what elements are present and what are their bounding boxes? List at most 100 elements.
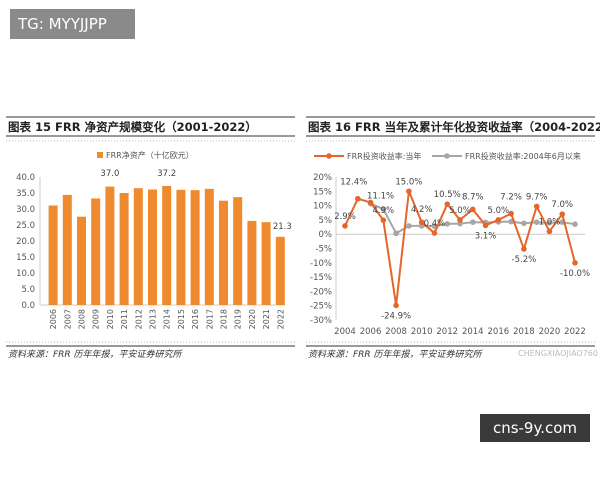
series-0-point-2005 — [354, 195, 361, 202]
bar-2018 — [219, 200, 228, 305]
series-0-point-2013 — [457, 217, 463, 223]
bar-2021 — [261, 222, 271, 305]
data-label: 5.0% — [488, 206, 510, 216]
y-tick-label: 0.0 — [21, 301, 35, 311]
bar-2013 — [148, 189, 157, 305]
bar-2019 — [233, 197, 243, 305]
y-tick-label: 35.0 — [16, 189, 35, 199]
y-tick-label: 10.0 — [16, 269, 35, 279]
y-tick-label: -30% — [310, 316, 332, 326]
x-tick-label: 2012 — [436, 327, 458, 337]
data-label: -24.9% — [381, 311, 411, 321]
legend-swatch — [97, 152, 103, 158]
y-tick-label: 5% — [319, 216, 333, 226]
y-tick-label: -5% — [315, 245, 332, 255]
bar-2012 — [133, 188, 143, 305]
bar-2007 — [62, 194, 72, 305]
y-tick-label: 25.0 — [16, 221, 35, 231]
y-tick-label: 15.0 — [16, 253, 35, 263]
x-tick-label: 2012 — [134, 309, 143, 329]
series-1-point-2008 — [393, 230, 399, 237]
series-0-point-2012 — [444, 201, 451, 207]
site-watermark: cns-9y.com — [480, 414, 590, 442]
data-label: 5.0% — [449, 206, 471, 216]
data-label: 9.7% — [526, 192, 548, 202]
data-label: 12.4% — [340, 178, 367, 188]
data-label: 7.2% — [500, 193, 522, 203]
series-1-point-2019 — [533, 219, 540, 225]
x-tick-label: 2022 — [564, 327, 586, 337]
x-tick-label: 2017 — [205, 309, 214, 329]
line-chart-returns: 图表 16 FRR 当年及累计年化投资收益率（2004-2022） 资料来源：FR… — [306, 116, 600, 360]
x-tick-label: 2014 — [163, 309, 172, 329]
x-tick-label: 2008 — [78, 309, 87, 329]
x-tick-label: 2022 — [276, 309, 285, 329]
series-0-point-2007 — [380, 217, 387, 223]
x-tick-label: 2004 — [334, 327, 356, 337]
bar-2014 — [162, 185, 172, 305]
x-tick-label: 2016 — [191, 309, 200, 329]
data-label: 8.7% — [462, 192, 484, 202]
series-0-point-2020 — [546, 228, 553, 235]
chart-title: 图表 16 FRR 当年及累计年化投资收益率（2004-2022） — [308, 120, 600, 134]
legend-cumulative-marker — [444, 153, 450, 159]
x-tick-label: 2021 — [262, 309, 271, 329]
overlay-label: TG: MYYJJPP — [10, 9, 135, 39]
x-tick-label: 2007 — [63, 309, 72, 329]
y-tick-label: -20% — [310, 287, 332, 297]
data-label: 4.9% — [373, 206, 395, 216]
legend-current-marker — [326, 153, 332, 159]
x-tick-label: 2006 — [49, 309, 58, 329]
series-1-point-2009 — [406, 223, 412, 229]
x-tick-label: 2015 — [177, 309, 186, 329]
source-note: 资料来源：FRR 历年年报，平安证券研究所 — [8, 349, 184, 360]
data-label: 11.1% — [367, 191, 394, 201]
y-tick-label: 10% — [313, 202, 332, 212]
series-0-point-2011 — [431, 230, 438, 236]
data-label: -5.2% — [512, 255, 537, 265]
data-label: 37.0 — [100, 169, 119, 179]
series-1-point-2014 — [469, 219, 476, 225]
x-tick-label: 2011 — [120, 309, 129, 329]
y-tick-label: 40.0 — [16, 173, 35, 183]
y-tick-label: 20% — [313, 173, 332, 183]
bar-2008 — [77, 216, 86, 305]
series-1-point-2022 — [572, 221, 578, 227]
y-tick-label: 20.0 — [16, 237, 35, 247]
bar-2011 — [119, 193, 129, 305]
x-tick-label: 2018 — [513, 327, 535, 337]
bar-2015 — [176, 189, 186, 305]
source-note: 资料来源：FRR 历年年报，平安证券研究所 — [308, 349, 484, 360]
bar-2006 — [48, 205, 58, 305]
data-label: 37.2 — [157, 169, 176, 179]
chart-title: 图表 15 FRR 净资产规模变化（2001-2022） — [8, 120, 257, 134]
x-tick-label: 2010 — [106, 309, 115, 329]
chart-watermark: CHENGXIAOJIAO760 — [518, 349, 598, 358]
series-0-point-2008 — [393, 302, 399, 309]
x-tick-label: 2019 — [234, 309, 243, 329]
series-1-point-2018 — [521, 220, 527, 227]
series-0-point-2017 — [508, 210, 514, 217]
legend-cumulative-label: FRR投资收益率:2004年6月以来 — [465, 151, 581, 161]
data-label: 3.1% — [475, 231, 497, 241]
data-label: 1.0% — [539, 217, 561, 227]
series-0-point-2006 — [367, 199, 374, 206]
bar-2017 — [204, 188, 214, 305]
bar-2016 — [190, 190, 200, 305]
data-label: -10.0% — [560, 269, 590, 279]
x-tick-label: 2014 — [462, 327, 484, 337]
y-tick-label: -10% — [310, 259, 332, 269]
series-1-point-2012 — [444, 221, 451, 227]
y-tick-label: 5.0 — [21, 285, 35, 295]
series-0-point-2004 — [342, 223, 348, 229]
series-0-point-2019 — [533, 203, 540, 210]
x-tick-label: 2010 — [411, 327, 433, 337]
series-0-point-2018 — [521, 246, 527, 252]
series-0-point-2021 — [559, 211, 566, 217]
bar-2009 — [91, 198, 101, 305]
y-tick-label: -25% — [310, 302, 332, 312]
series-0-point-2014 — [469, 206, 476, 213]
series-0-point-2009 — [406, 188, 412, 195]
series-0-point-2015 — [482, 222, 489, 229]
x-tick-label: 2009 — [92, 309, 101, 329]
